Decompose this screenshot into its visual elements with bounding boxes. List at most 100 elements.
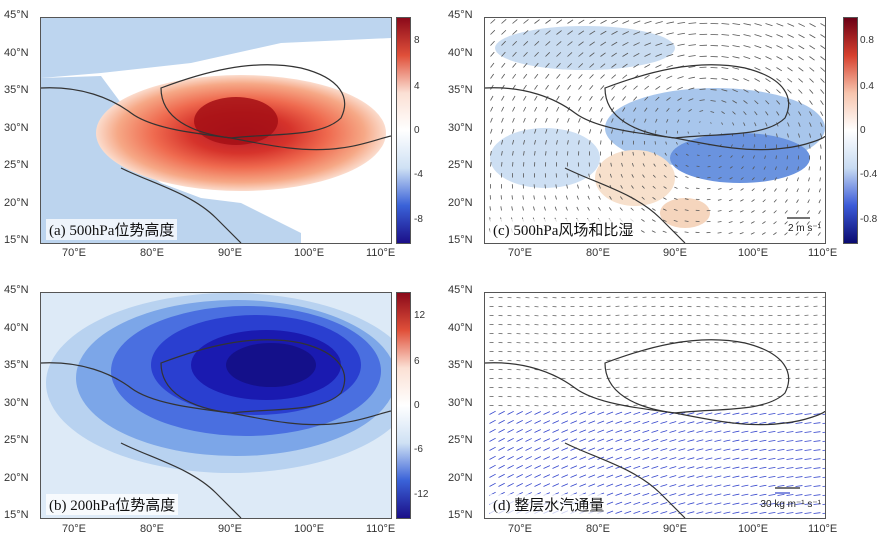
vector-arrow (606, 429, 614, 433)
b-ylab-3: 30°N (4, 397, 29, 409)
vector-arrow (820, 67, 825, 72)
vector-arrow (723, 448, 731, 451)
vector-arrow (723, 412, 731, 415)
vector-arrow (600, 85, 605, 90)
vector-arrow (512, 62, 517, 68)
vector-arrow (522, 206, 524, 211)
vector-arrow (813, 458, 821, 460)
vector-arrow (732, 448, 740, 451)
plateau-boundary (604, 64, 790, 139)
vector-arrow (804, 422, 812, 424)
vector-arrow (651, 448, 659, 451)
vector-arrow (743, 78, 750, 82)
vector-arrow (809, 34, 816, 39)
humidity-pos-1 (595, 150, 675, 206)
vector-arrow (525, 447, 532, 451)
vector-arrow (699, 88, 706, 90)
vector-arrow (784, 199, 788, 203)
vector-arrow (545, 30, 551, 35)
vector-arrow (804, 485, 812, 487)
vector-arrow (556, 73, 561, 79)
vector-arrow (809, 67, 815, 72)
vector-arrow (777, 413, 785, 415)
vector-arrow (490, 73, 494, 79)
vector-arrow (696, 502, 704, 505)
cbar-c-tick-3: -0.4 (860, 169, 878, 180)
vector-arrow (777, 485, 785, 487)
vector-arrow (534, 19, 540, 24)
vector-arrow (507, 473, 514, 478)
vector-arrow (624, 465, 632, 469)
vector-arrow (795, 422, 803, 424)
vector-arrow (655, 42, 663, 46)
vector-arrow (600, 30, 607, 35)
vector-arrow (777, 503, 785, 505)
vector-arrow (641, 207, 645, 211)
vector-arrow (556, 128, 559, 134)
vector-arrow (556, 106, 560, 112)
vector-arrow (806, 221, 810, 225)
ref-vector-d: 30 kg m⁻¹ s⁻¹ (760, 499, 821, 510)
vector-arrow (787, 23, 795, 27)
vector-arrow (490, 18, 496, 24)
vector-arrow (556, 19, 563, 24)
vector-arrow (743, 45, 751, 48)
vector-arrow (633, 411, 641, 415)
vector-arrow (588, 420, 596, 424)
vector-arrow (561, 429, 569, 433)
vector-arrow (631, 174, 634, 178)
vector-arrow (688, 76, 695, 79)
vector-arrow (498, 428, 505, 433)
vector-arrow (678, 448, 686, 451)
vector-arrow (768, 484, 776, 487)
vector-arrow (655, 64, 662, 68)
vector-arrow (660, 412, 668, 415)
vector-arrow (507, 455, 514, 460)
vector-arrow (750, 421, 758, 424)
vector-arrow (705, 439, 713, 442)
vector-arrow (678, 493, 686, 496)
vector-arrow (728, 221, 733, 223)
vector-arrow (776, 133, 778, 138)
cbar-b-tick-1: 6 (414, 356, 420, 367)
vector-arrow (534, 420, 541, 424)
vector-arrow (561, 447, 569, 451)
vector-arrow (740, 188, 744, 191)
vector-arrow (705, 484, 713, 487)
vector-arrow (741, 502, 749, 505)
vector-arrow (598, 184, 601, 189)
vector-arrow (489, 473, 496, 478)
vector-arrow (660, 448, 668, 451)
vector-arrow (512, 117, 515, 123)
vector-arrow (687, 448, 695, 451)
vector-arrow (777, 440, 785, 442)
vector-arrow (822, 449, 825, 451)
vector-arrow (633, 42, 640, 46)
vector-arrow (698, 132, 700, 134)
vector-arrow (678, 430, 686, 433)
vector-arrow (588, 411, 596, 415)
vector-arrow (534, 84, 538, 90)
c-ylab-5: 20°N (448, 197, 473, 209)
vector-arrow (597, 438, 605, 442)
vector-arrow (765, 78, 771, 83)
vector-arrow (776, 111, 780, 116)
vector-arrow (714, 493, 722, 496)
d-xlab-0: 70°E (508, 523, 532, 535)
vector-arrow (759, 466, 767, 469)
vector-arrow (543, 465, 551, 469)
d-ylab-0: 45°N (448, 284, 473, 296)
vector-arrow (489, 437, 496, 442)
vector-arrow (655, 75, 662, 79)
vector-arrow (642, 411, 650, 415)
vector-arrow (813, 494, 821, 496)
vector-arrow (787, 34, 794, 38)
vector-arrow (651, 502, 659, 505)
vector-arrow (597, 465, 605, 469)
vector-arrow (644, 107, 648, 112)
vector-arrow (739, 210, 744, 213)
vector-arrow (739, 232, 744, 235)
vector-arrow (624, 483, 632, 487)
a-ylab-0: 45°N (4, 9, 29, 21)
vector-arrow (644, 85, 650, 90)
